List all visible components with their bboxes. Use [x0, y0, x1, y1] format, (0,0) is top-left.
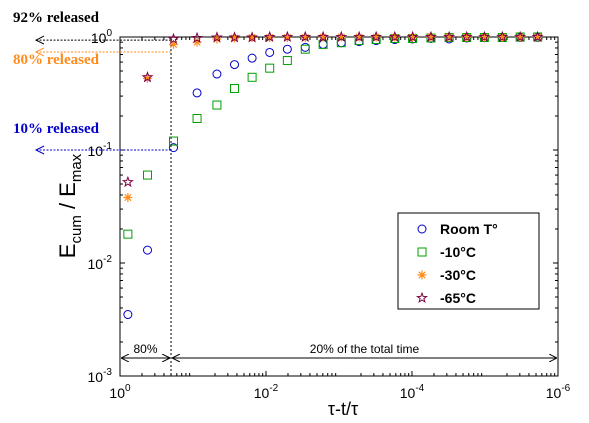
legend-label: -10°C [440, 244, 476, 260]
data-point [123, 193, 132, 202]
y-tick-label: 100 [91, 28, 113, 46]
plot-frame [120, 37, 558, 376]
y-axis-label: Ecum / Emax [55, 153, 85, 258]
y-tick-base: 10 [88, 256, 104, 272]
x-tick-base: 10 [254, 385, 270, 401]
legend-label: Room T° [440, 221, 498, 237]
x-tick-label: 100 [109, 383, 131, 401]
x-tick-label: 10-2 [254, 383, 279, 401]
y-label-sub2: max [68, 153, 85, 182]
x-tick-base: 10 [400, 385, 416, 401]
legend-label: -65°C [440, 290, 476, 306]
y-tick-base: 10 [91, 30, 107, 46]
y-tick-base: 10 [88, 143, 104, 159]
y-tick-base: 10 [88, 369, 104, 385]
annotation-label: 92% released [13, 10, 100, 26]
x-axis-label: τ-t/τ [328, 399, 358, 419]
x-tick-base: 10 [546, 385, 562, 401]
legend-label: -30°C [440, 267, 476, 283]
y-label-sub1: cum [68, 215, 85, 243]
y-label-main: E [55, 244, 80, 259]
annotation-label: 80% released [13, 52, 100, 68]
y-tick-exp: 0 [106, 28, 112, 39]
x-tick-base: 10 [109, 385, 125, 401]
span-label: 20% of the total time [310, 342, 420, 356]
annotation-label: 10% released [13, 121, 100, 137]
x-tick-exp: -6 [561, 383, 570, 394]
y-tick-label: 10-2 [88, 254, 113, 272]
x-tick-exp: -2 [269, 383, 278, 394]
y-tick-exp: -2 [103, 254, 112, 265]
legend: Room T° -10°C -30°C -65°C [398, 213, 539, 309]
y-tick-label: 10-3 [88, 367, 113, 385]
data-point [418, 271, 427, 280]
y-label-mid: / E [55, 182, 80, 215]
x-tick-label: 10-4 [400, 383, 425, 401]
span-label: 80% [133, 342, 157, 356]
x-tick-label: 10-6 [546, 383, 571, 401]
x-tick-exp: -4 [415, 383, 424, 394]
x-tick-exp: 0 [125, 383, 131, 394]
y-tick-exp: -3 [103, 367, 112, 378]
